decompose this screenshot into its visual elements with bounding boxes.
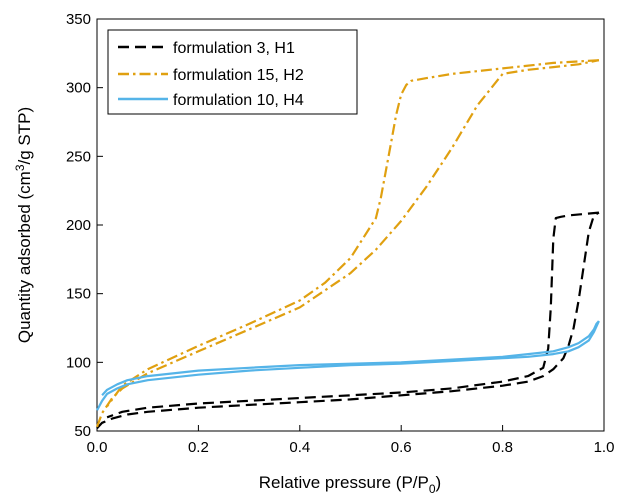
x-tick-label: 1.0 bbox=[594, 439, 615, 456]
series-line-2-adsorption bbox=[96, 320, 600, 411]
axis-ticks: 0.0 0.2 0.4 0.6 0.8 1.0 50 100 150 200 250 300 350 bbox=[66, 11, 614, 456]
y-tick-label: 350 bbox=[66, 11, 91, 28]
y-tick-label: 150 bbox=[66, 286, 91, 303]
x-tick-label: 0.8 bbox=[492, 439, 513, 456]
legend-label-formulation-3: formulation 3, H1 bbox=[173, 40, 295, 57]
x-axis-title-main: Relative pressure (P/P bbox=[259, 473, 429, 492]
series-line-0-adsorption bbox=[96, 211, 600, 430]
x-axis-title-end: ) bbox=[436, 473, 442, 492]
legend: formulation 3, H1 formulation 15, H2 for… bbox=[107, 29, 358, 115]
legend-label-formulation-15: formulation 15, H2 bbox=[173, 67, 304, 84]
x-tick-label: 0.2 bbox=[188, 439, 209, 456]
x-tick-label: 0.4 bbox=[289, 439, 310, 456]
series-line-2-desorption bbox=[101, 320, 600, 397]
y-axis-title-superscript: 3 bbox=[13, 164, 27, 171]
x-axis-title-subscript: 0 bbox=[429, 482, 436, 495]
y-tick-label: 100 bbox=[66, 354, 91, 371]
series-line-1-adsorption bbox=[95, 59, 600, 428]
x-axis-title: Relative pressure (P/P0) bbox=[259, 473, 441, 495]
y-tick-label: 300 bbox=[66, 80, 91, 97]
series-line-0-desorption bbox=[106, 211, 600, 419]
series-lines bbox=[95, 59, 600, 430]
legend-label-formulation-10: formulation 10, H4 bbox=[173, 92, 304, 109]
series-line-1-desorption bbox=[106, 59, 599, 407]
x-tick-label: 0.0 bbox=[87, 439, 108, 456]
y-tick-label: 50 bbox=[74, 423, 91, 440]
y-tick-label: 200 bbox=[66, 217, 91, 234]
y-axis-title-main: Quantity adsorbed (cm bbox=[15, 171, 34, 343]
y-axis-title: Quantity adsorbed (cm3/g STP) bbox=[13, 107, 34, 343]
y-tick-label: 250 bbox=[66, 148, 91, 165]
y-axis-title-end: /g STP) bbox=[15, 107, 34, 165]
x-tick-label: 0.6 bbox=[391, 439, 412, 456]
